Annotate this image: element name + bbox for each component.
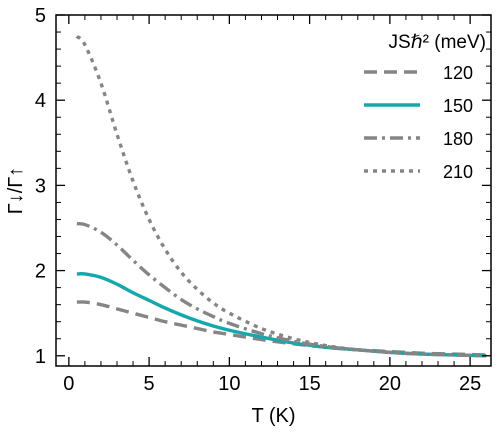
legend: JSℏ² (meV) 120 150 180 210 — [364, 32, 486, 182]
y-tick-label: 1 — [35, 346, 46, 368]
x-axis-label: T (K) — [251, 405, 295, 427]
series-line-180 — [76, 221, 487, 358]
y-axis-label: Γ↓/Γ↑ — [5, 167, 27, 215]
legend-label-120: 120 — [443, 63, 473, 83]
y-tick-label: 4 — [35, 90, 46, 112]
legend-label-150: 150 — [443, 96, 473, 116]
series-line-210 — [75, 34, 487, 358]
x-tick-label: 5 — [144, 373, 155, 395]
curve-layer — [75, 34, 487, 358]
x-tick-label: 0 — [63, 373, 74, 395]
x-tick-label: 25 — [459, 373, 481, 395]
plot-frame — [55, 14, 492, 367]
tick-layer: 0 5 10 15 20 25 1 2 3 4 5 — [35, 5, 491, 395]
series-line-120 — [76, 300, 487, 357]
x-tick-label: 20 — [379, 373, 401, 395]
y-tick-label: 2 — [35, 261, 46, 283]
x-tick-label: 15 — [298, 373, 320, 395]
y-tick-label: 3 — [35, 175, 46, 197]
y-tick-label: 5 — [35, 5, 46, 27]
x-tick-label: 10 — [218, 373, 240, 395]
legend-label-210: 210 — [443, 162, 473, 182]
legend-label-180: 180 — [443, 129, 473, 149]
legend-title: JSℏ² (meV) — [388, 32, 486, 53]
